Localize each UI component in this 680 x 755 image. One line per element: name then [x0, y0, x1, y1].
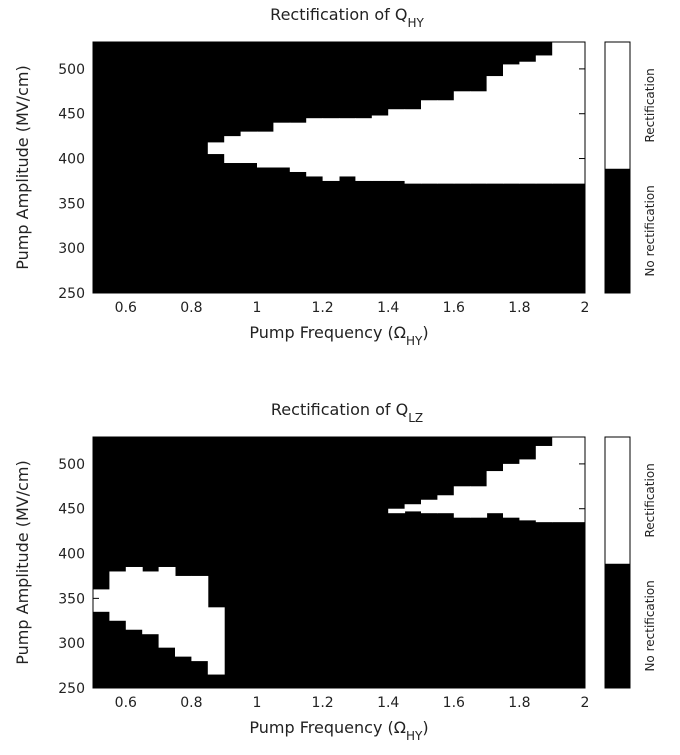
y-tick-label: 250 [58, 681, 85, 697]
rectification-cell [470, 91, 488, 184]
x-tick-label: 1.2 [311, 300, 333, 316]
rectification-cell [552, 42, 586, 184]
rectification-cell [322, 118, 340, 181]
rectification-cell [388, 109, 406, 181]
rectification-cell [453, 91, 471, 184]
rectification-cell [191, 575, 209, 662]
x-tick-label: 1.8 [508, 300, 530, 316]
colorbar-label-rectification: Rectification [643, 68, 657, 142]
rectification-cell [421, 100, 438, 184]
rectification-cell [486, 471, 504, 514]
colorbar-label-no-rectification: No rectification [643, 580, 657, 671]
rectification-cell [240, 131, 258, 164]
rectification-cell [421, 499, 438, 514]
rectification-cell [470, 486, 488, 518]
colorbar-rectification [605, 437, 630, 564]
colorbar-no-rectification [605, 563, 630, 688]
y-tick-label: 500 [58, 457, 85, 473]
rectification-cell [486, 76, 504, 184]
x-tick-label: 2 [581, 300, 590, 316]
chart-title: Rectification of QHY [270, 5, 424, 30]
y-tick-label: 350 [58, 591, 85, 607]
rectification-cell [306, 118, 324, 177]
x-tick-label: 1 [253, 300, 262, 316]
x-tick-label: 1.2 [311, 695, 333, 711]
rectification-cell [503, 64, 520, 184]
rectification-cell [535, 55, 553, 184]
plot-frame [92, 436, 586, 689]
y-axis-label: Pump Amplitude (MV/cm) [13, 65, 32, 269]
rectification-cell [503, 463, 520, 518]
panel-0: 0.6 0.8 1 1.2 1.4 1.6 1.8 2 250 300 350 400 450 500 Re… [13, 5, 657, 348]
rectification-cell [224, 136, 242, 164]
y-tick-label: 250 [58, 286, 85, 302]
y-tick-label: 500 [58, 62, 85, 78]
panel-1: 0.6 0.8 1 1.2 1.4 1.6 1.8 2 250 300 350 400 450 500 Re… [13, 400, 657, 743]
rectification-cell [371, 115, 389, 181]
rectification-cell [519, 61, 537, 184]
x-axis-label: Pump Frequency (ΩHY) [249, 718, 428, 743]
rectification-cell [519, 459, 537, 521]
rectification-cell [93, 589, 110, 612]
rectification-cell [355, 118, 373, 181]
x-tick-label: 0.8 [180, 300, 202, 316]
rectification-cell [453, 486, 471, 518]
x-tick-label: 1.4 [377, 695, 399, 711]
rectification-cell [175, 575, 192, 657]
y-tick-label: 300 [58, 636, 85, 652]
rectification-cell [535, 445, 553, 523]
y-axis-label: Pump Amplitude (MV/cm) [13, 460, 32, 664]
x-axis-label: Pump Frequency (ΩHY) [249, 323, 428, 348]
rectification-cell [158, 566, 176, 648]
x-tick-label: 1 [253, 695, 262, 711]
rectification-cell [388, 508, 406, 514]
x-tick-label: 0.8 [180, 695, 202, 711]
rectification-cell [257, 131, 274, 168]
colorbar-no-rectification [605, 168, 630, 293]
y-tick-label: 300 [58, 241, 85, 257]
y-tick-label: 400 [58, 547, 85, 563]
y-tick-label: 450 [58, 107, 85, 123]
x-tick-label: 1.6 [443, 695, 465, 711]
rectification-cell [404, 109, 422, 184]
rectification-cell [552, 437, 586, 523]
colorbar-frame [604, 41, 631, 294]
y-tick-label: 400 [58, 152, 85, 168]
x-tick-label: 1.4 [377, 300, 399, 316]
rectification-cell [109, 571, 127, 621]
colorbar-label-no-rectification: No rectification [643, 185, 657, 276]
y-tick-label: 350 [58, 196, 85, 212]
rectification-cell [125, 566, 143, 630]
x-tick-label: 1.6 [443, 300, 465, 316]
rectification-cell [207, 142, 225, 155]
rectification-cell [289, 122, 307, 172]
x-tick-label: 2 [581, 695, 590, 711]
plot-frame [92, 41, 586, 294]
rectification-cell [404, 504, 422, 512]
rectification-cell [273, 122, 291, 168]
x-tick-label: 0.6 [115, 300, 137, 316]
rectification-cell [437, 100, 455, 184]
x-tick-label: 0.6 [115, 695, 137, 711]
rectification-cell [437, 495, 455, 514]
colorbar-label-rectification: Rectification [643, 463, 657, 537]
rectification-cell [207, 607, 225, 675]
chart-title: Rectification of QLZ [271, 400, 423, 425]
y-tick-label: 450 [58, 502, 85, 518]
colorbar-rectification [605, 42, 630, 169]
colorbar-frame [604, 436, 631, 689]
x-tick-label: 1.8 [508, 695, 530, 711]
rectification-cell [339, 118, 356, 177]
rectification-cell [142, 571, 160, 635]
